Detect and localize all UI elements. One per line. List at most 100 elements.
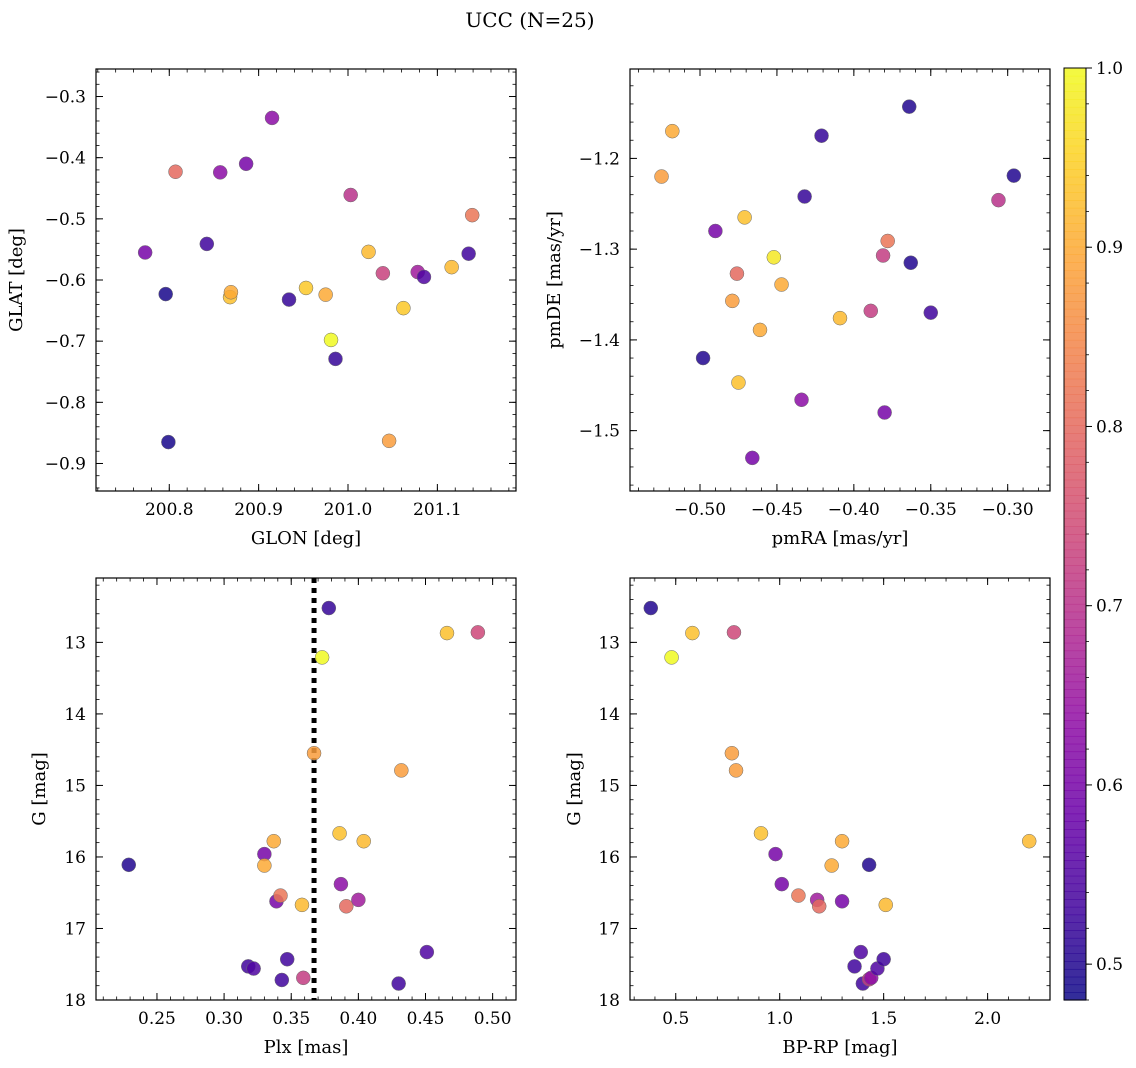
- panels-group: 200.8 200.9 201.0 201.1 −0.9 −0.8 −0.7 −0.6 −0.5…: [6, 68, 1051, 1058]
- panel-top-left: 200.8 200.9 201.0 201.1 −0.9 −0.8 −0.7 −0.6 −0.5…: [6, 68, 517, 549]
- data-point: [797, 189, 812, 204]
- data-point: [375, 266, 391, 281]
- y-tick-label: 18: [598, 991, 620, 1011]
- colorbar-band: [1064, 231, 1086, 240]
- colorbar-band: [1064, 922, 1086, 931]
- data-point: [294, 897, 310, 913]
- y-tick-label: 16: [64, 848, 86, 868]
- panel-bottom-right: 0.5 1.0 1.5 2.0 13 14 15 16 17 18 BP-RP [mag] G [ma…: [564, 577, 1051, 1058]
- colorbar-band: [1064, 813, 1086, 822]
- colorbar-band: [1064, 355, 1086, 364]
- colorbar-band: [1064, 984, 1086, 993]
- x-tick-label: 201.0: [324, 500, 373, 520]
- data-point: [665, 123, 680, 139]
- colorbar-band: [1064, 75, 1086, 85]
- colorbar-band: [1064, 238, 1086, 248]
- data-point: [991, 192, 1006, 208]
- y-tick-label: 17: [598, 919, 620, 939]
- colorbar-band: [1064, 456, 1086, 465]
- panel-top-right: −0.50 −0.45 −0.40 −0.35 −0.30 −1.5 −1.4 −1.3 −1.…: [544, 68, 1051, 549]
- data-point: [774, 277, 789, 292]
- colorbar-band: [1064, 487, 1086, 496]
- colorbar-band: [1064, 246, 1086, 255]
- colorbar-band: [1064, 168, 1086, 178]
- data-point: [470, 625, 486, 640]
- data-point: [296, 970, 311, 986]
- points-group: [654, 99, 1022, 466]
- data-point: [847, 959, 862, 974]
- colorbar-band: [1064, 728, 1086, 737]
- data-point: [121, 857, 137, 873]
- colorbar-band: [1064, 301, 1086, 310]
- data-point: [351, 892, 366, 908]
- data-point: [814, 128, 829, 143]
- x-tick-label: 200.9: [234, 500, 283, 520]
- colorbar-band: [1064, 867, 1086, 877]
- colorbar-band: [1064, 627, 1086, 636]
- data-point: [861, 857, 877, 873]
- x-axis-label: pmRA [mas/yr]: [772, 528, 909, 549]
- data-point: [264, 110, 280, 126]
- colorbar-band: [1064, 697, 1086, 706]
- colorbar-band: [1064, 836, 1086, 846]
- colorbar-band: [1064, 992, 1086, 1001]
- data-point: [416, 269, 432, 285]
- colorbar-band: [1064, 596, 1086, 605]
- data-point: [876, 951, 891, 967]
- colorbar-band: [1064, 844, 1086, 854]
- data-point: [461, 246, 476, 261]
- colorbar-band: [1064, 137, 1086, 147]
- colorbar-band: [1064, 262, 1086, 271]
- colorbar-band: [1064, 611, 1086, 621]
- data-point: [774, 876, 790, 892]
- panel-bottom-left: 0.25 0.30 0.35 0.40 0.45 0.50 13 14 15 16 17 18 Plx …: [29, 577, 517, 1058]
- data-point: [728, 763, 744, 778]
- colorbar-band: [1064, 891, 1086, 900]
- y-tick-label: −0.3: [45, 88, 86, 108]
- colorbar-band: [1064, 534, 1086, 543]
- colorbar-band: [1064, 681, 1086, 690]
- data-point: [695, 350, 711, 366]
- colorbar-band: [1064, 401, 1086, 411]
- data-point: [238, 156, 254, 172]
- colorbar-band: [1064, 378, 1086, 388]
- y-tick-label: 17: [64, 919, 86, 939]
- colorbar-tick-label: 0.9: [1096, 238, 1123, 258]
- colorbar-band: [1064, 945, 1086, 954]
- y-tick-label: 15: [64, 776, 86, 796]
- data-point: [880, 233, 895, 249]
- y-axis-label: G [mag]: [564, 752, 585, 825]
- colorbar-band: [1064, 875, 1086, 885]
- data-point: [266, 833, 282, 849]
- colorbar-band: [1064, 759, 1086, 768]
- data-point: [199, 236, 215, 252]
- colorbar-band: [1064, 99, 1086, 108]
- colorbar-band: [1064, 417, 1086, 426]
- colorbar-band: [1064, 91, 1086, 100]
- colorbar-band: [1064, 161, 1086, 170]
- colorbar-band: [1064, 386, 1086, 395]
- data-point: [306, 745, 322, 761]
- data-point: [223, 284, 239, 300]
- data-point: [766, 250, 782, 265]
- data-point: [332, 826, 347, 841]
- colorbar-band: [1064, 464, 1086, 473]
- x-tick-label: 1.5: [870, 1009, 897, 1029]
- colorbar-band: [1064, 689, 1086, 698]
- colorbar-band: [1064, 176, 1086, 186]
- data-point: [273, 888, 288, 903]
- colorbar-band: [1064, 821, 1086, 830]
- data-point: [321, 600, 337, 616]
- colorbar-band: [1064, 130, 1086, 139]
- y-tick-label: −1.2: [579, 149, 620, 169]
- x-tick-label: 201.1: [413, 500, 462, 520]
- colorbar-tick-label: 0.6: [1096, 776, 1123, 796]
- data-point: [811, 899, 827, 914]
- x-tick-label: 0.40: [339, 1009, 377, 1029]
- data-point: [298, 280, 314, 296]
- data-point: [168, 164, 183, 179]
- data-point: [725, 293, 740, 309]
- colorbar-band: [1064, 479, 1086, 488]
- colorbar-band: [1064, 580, 1086, 589]
